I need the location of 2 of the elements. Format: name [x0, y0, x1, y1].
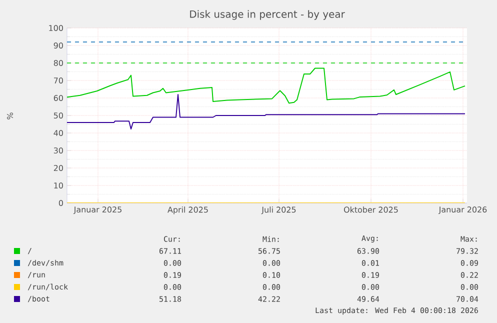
line-series: [67, 94, 466, 130]
chart-title: Disk usage in percent - by year: [190, 10, 345, 20]
